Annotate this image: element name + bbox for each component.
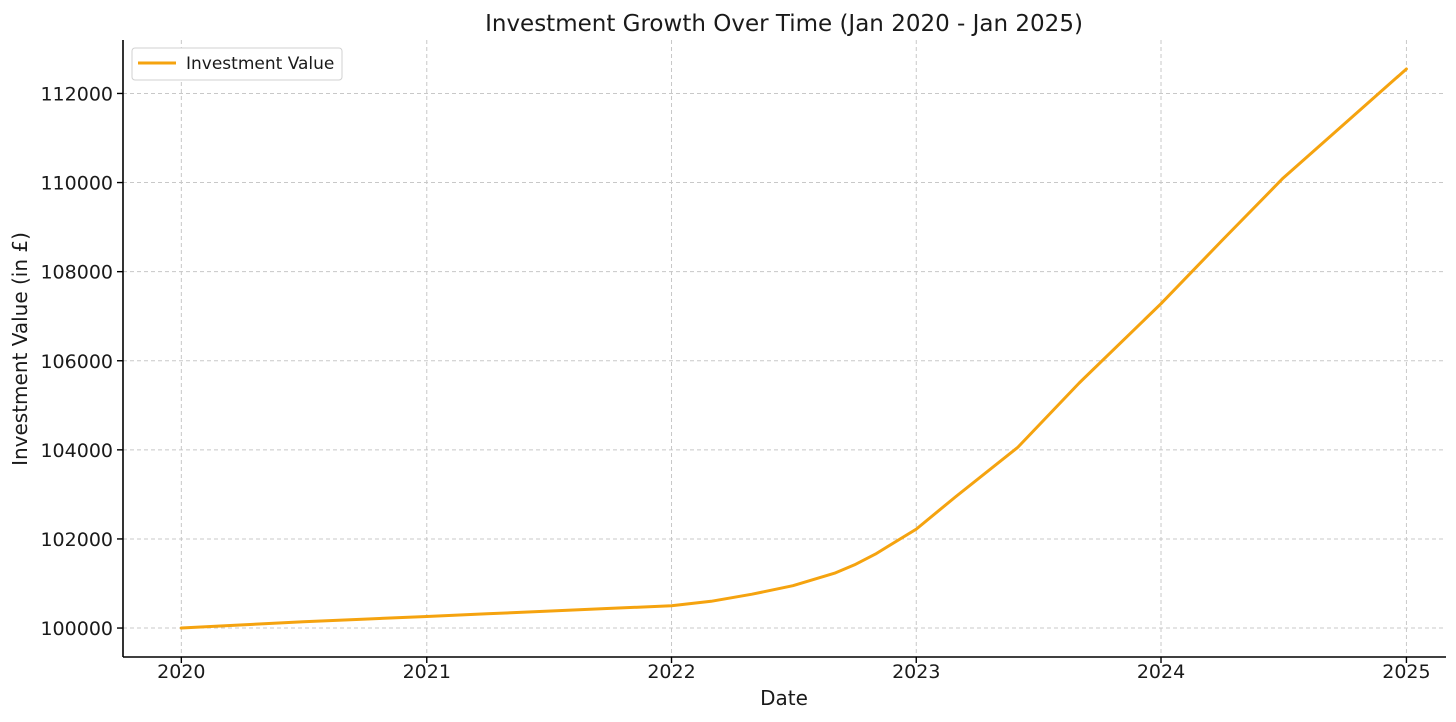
x-tick-label: 2020	[157, 661, 205, 683]
x-tick-label: 2024	[1137, 661, 1185, 683]
y-tick-label: 104000	[40, 440, 113, 462]
x-tick-label: 2023	[892, 661, 940, 683]
y-tick-label: 100000	[40, 618, 113, 640]
legend: Investment Value	[131, 47, 343, 81]
legend-label-investment-value: Investment Value	[186, 54, 334, 74]
y-axis-title: Investment Value (in £)	[8, 232, 32, 466]
x-axis-title: Date	[760, 686, 808, 710]
y-tick-label: 112000	[40, 83, 113, 105]
x-tick-label: 2021	[403, 661, 451, 683]
series-line-0	[179, 67, 1408, 630]
y-tick-label: 108000	[40, 262, 113, 284]
y-tick-label: 102000	[40, 529, 113, 551]
plot-area	[179, 67, 1408, 630]
x-tick-label: 2022	[647, 661, 695, 683]
legend-box	[131, 47, 343, 81]
chart-title: Investment Growth Over Time (Jan 2020 - …	[485, 11, 1083, 37]
x-tick-label: 2025	[1382, 661, 1430, 683]
y-tick-label: 110000	[40, 173, 113, 195]
y-tick-label: 106000	[40, 351, 113, 373]
x-axis-ticks: 2020 2021 2022 2023 2024 2025	[157, 657, 1431, 683]
grid-lines	[123, 40, 1446, 657]
y-axis-ticks: 100000 102000 104000 106000 108000 110000 1120…	[40, 83, 123, 640]
